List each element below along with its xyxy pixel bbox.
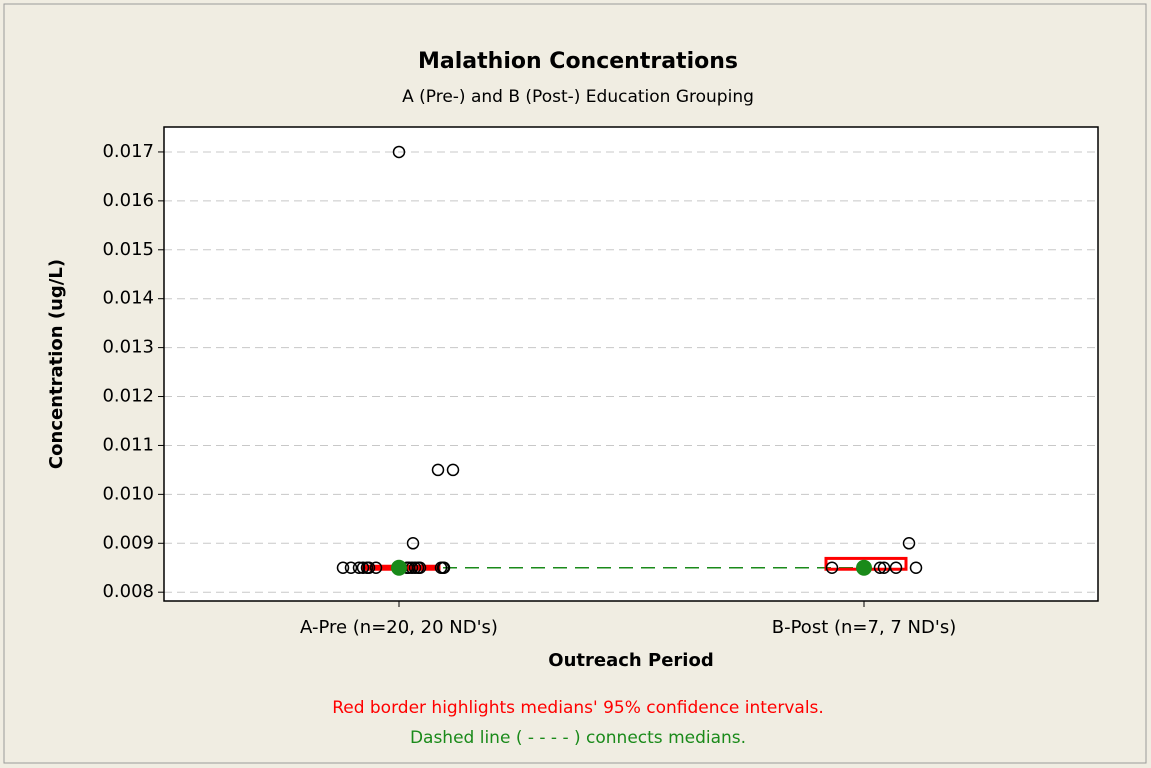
data-point [877,561,891,574]
median [391,559,407,576]
data-point [436,561,450,574]
y-tick-label: 0.009 [102,532,154,553]
y-tick-label: 0.017 [102,141,154,162]
x-axis-label: Outreach Period [548,650,713,671]
y-tick-label: 0.014 [102,288,154,309]
annotation: Red border highlights medians' 95% confi… [332,698,824,718]
y-tick-label: 0.010 [102,483,154,504]
data-point [406,537,420,550]
data-point [352,561,366,574]
x-tick-label: B-Post (n=7, 7 ND's) [772,617,956,638]
data-point [825,561,839,574]
data-point [408,561,422,574]
median [856,559,872,576]
data-point [431,463,445,477]
x-tick-label: A-Pre (n=20, 20 ND's) [300,617,498,638]
y-axis-label: Concentration (ug/L) [46,259,67,469]
y-tick-label: 0.015 [102,239,154,260]
data-point [446,463,460,477]
plot-area [164,127,1098,601]
data-point [902,537,916,550]
annotation: Dashed line ( - - - - ) connects medians… [410,728,746,748]
data-point [344,561,358,574]
plot-border [163,126,1099,602]
data-point [873,561,887,574]
data-point [889,561,903,574]
data-point [336,561,350,574]
y-tick-label: 0.011 [102,434,154,455]
y-tick-label: 0.016 [102,190,154,211]
data-point [392,145,406,159]
y-tick-label: 0.012 [102,386,154,407]
data-point [362,561,376,574]
chart-title: Malathion Concentrations [418,49,738,74]
data-point [909,561,923,574]
data-point [356,561,370,574]
data-point [369,561,383,574]
y-tick-label: 0.008 [102,581,154,602]
chart-subtitle: A (Pre-) and B (Post-) Education Groupin… [402,87,754,107]
y-tick-label: 0.013 [102,337,154,358]
